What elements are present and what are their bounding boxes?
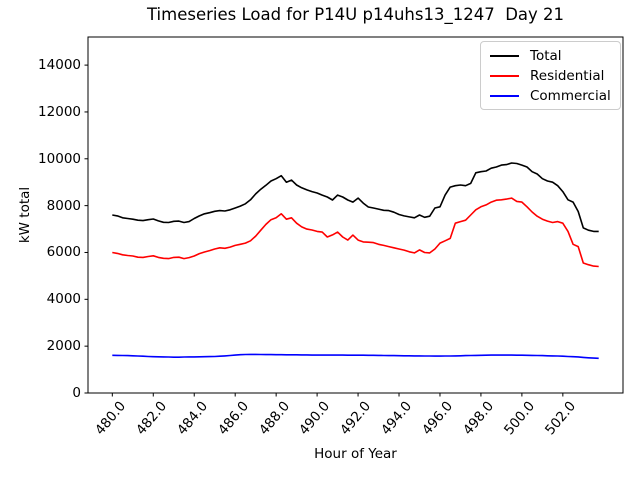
x-axis-label: Hour of Year <box>314 446 397 462</box>
legend-line-sample <box>490 55 519 57</box>
commercial-line <box>112 353 599 360</box>
axes-frame <box>87 36 624 394</box>
y-tick-label: 8000 <box>46 197 81 214</box>
legend-entry-residential: Residential <box>481 66 620 86</box>
legend-label: Residential <box>530 68 605 84</box>
total-line <box>112 162 599 233</box>
y-tick-label: 2000 <box>46 338 81 355</box>
y-tick-label: 14000 <box>38 57 81 74</box>
residential-line <box>112 197 599 268</box>
y-tick-label: 0 <box>72 385 81 401</box>
y-tick-label: 12000 <box>38 103 81 120</box>
y-tick-label: 10000 <box>38 150 81 167</box>
y-tick-label: 6000 <box>46 244 81 261</box>
legend-entry-commercial: Commercial <box>481 86 620 106</box>
legend-label: Commercial <box>530 88 611 104</box>
legend-label: Total <box>530 48 562 64</box>
legend-line-sample <box>490 95 519 97</box>
y-tick-label: 4000 <box>46 291 81 308</box>
legend-line-sample <box>490 75 519 77</box>
legend-entry-total: Total <box>481 46 620 66</box>
legend: Total Residential Commercial <box>480 41 621 110</box>
chart-title: Timeseries Load for P14U p14uhs13_1247 D… <box>146 5 565 24</box>
